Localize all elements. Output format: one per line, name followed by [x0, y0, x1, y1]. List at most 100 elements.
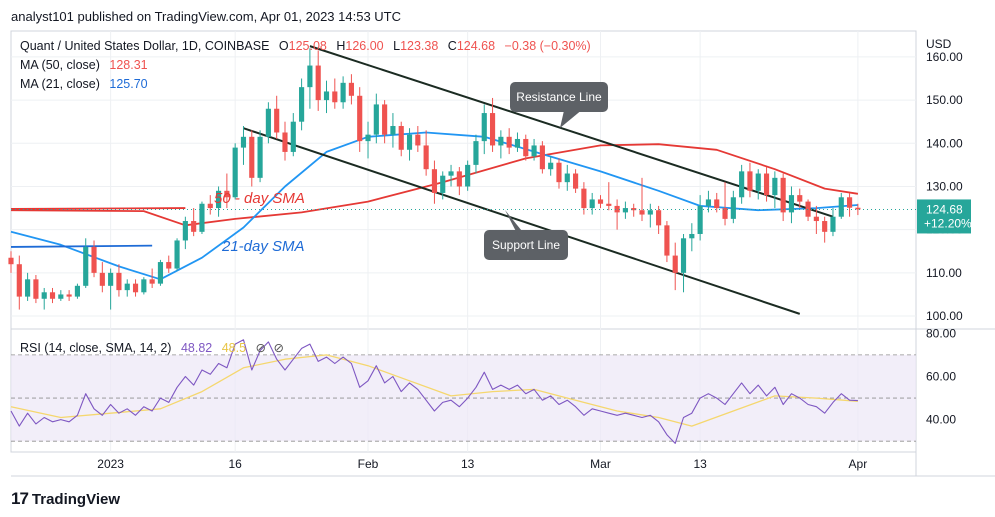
candle-body: [589, 199, 595, 209]
candle-body: [755, 173, 761, 191]
candle-body: [730, 197, 736, 219]
price-tick-label: 140.00: [926, 136, 963, 150]
ma21-legend-value: 125.70: [109, 77, 148, 91]
rsi-tick-label: 60.00: [926, 369, 956, 383]
symbol-name: Quant / United States Dollar, 1D, COINBA…: [20, 39, 270, 53]
candle-body: [199, 203, 205, 232]
rsi-legend-label: RSI (14, close, SMA, 14, 2): [20, 341, 172, 355]
rsi-legend[interactable]: RSI (14, close, SMA, 14, 2) 48.82 48.5 ⊘…: [20, 340, 284, 355]
time-tick-label: 16: [228, 457, 242, 471]
candle-body: [664, 225, 670, 256]
rsi-sma-legend-value: 48.5: [221, 341, 247, 355]
candle-body: [614, 205, 620, 213]
price-tick-label: 160.00: [926, 50, 963, 64]
candle-body: [473, 141, 479, 165]
support-line: [243, 127, 801, 315]
candle-body: [191, 221, 197, 232]
candle-body: [25, 279, 31, 297]
rsi-tick-label: 80.00: [926, 326, 956, 340]
candle-body: [606, 203, 612, 206]
candle-body: [390, 126, 396, 135]
candle-body: [639, 210, 645, 215]
candle-body: [573, 173, 579, 189]
ma21-legend[interactable]: MA (21, close) 125.70: [20, 77, 148, 91]
candle-body: [556, 162, 562, 183]
candle-body: [215, 190, 222, 209]
candle-body: [124, 283, 130, 291]
candle-body: [680, 238, 687, 273]
candle-body: [373, 104, 379, 135]
candle-body: [739, 171, 745, 198]
candle-body: [705, 199, 712, 206]
candle-body: [763, 173, 770, 196]
ma21-extension: [10, 244, 153, 248]
currency-label: USD: [926, 37, 952, 51]
candle-body: [132, 283, 139, 293]
ma50-extension: [10, 207, 186, 210]
visibility-icon[interactable]: ⊘: [255, 341, 267, 355]
ma50-legend[interactable]: MA (50, close) 128.31: [20, 58, 148, 72]
candle-body: [564, 173, 570, 183]
candle-body: [406, 134, 413, 150]
candle-body: [58, 294, 64, 299]
candle-body: [597, 199, 604, 204]
candle-body: [365, 134, 371, 142]
candle-body: [149, 279, 155, 284]
rsi-sma-line: [10, 354, 858, 427]
candle-body: [747, 171, 753, 191]
candle-body: [257, 136, 263, 178]
ohlc-open: O125.08: [278, 39, 327, 53]
candle-body: [431, 169, 438, 193]
symbol-legend[interactable]: Quant / United States Dollar, 1D, COINBA…: [20, 39, 591, 53]
candle-body: [423, 145, 429, 170]
candle-body: [232, 147, 238, 198]
candle-body: [797, 195, 803, 202]
candle-body: [855, 207, 861, 210]
candle-body: [207, 203, 213, 209]
candle-body: [581, 188, 587, 209]
resistance-callout-pointer: [560, 111, 581, 128]
candle-body: [448, 171, 454, 176]
candle-body: [290, 121, 296, 152]
candle-body: [498, 136, 504, 146]
price-tick-label: 150.00: [926, 93, 963, 107]
support-callout-pointer: [505, 210, 545, 259]
candle-body: [531, 145, 537, 157]
candle-body: [332, 91, 338, 103]
rsi-tick-label: 40.00: [926, 413, 956, 427]
sma21-annotation: 21-day SMA: [221, 238, 305, 255]
candle-body: [830, 216, 836, 232]
tradingview-logo-icon: 17: [11, 489, 29, 508]
ma21-line: [10, 131, 858, 281]
candle-body: [847, 197, 853, 208]
candle-body: [772, 177, 778, 196]
price-tick-label: 110.00: [926, 266, 962, 280]
time-tick-label: Mar: [590, 457, 611, 471]
candle-body: [274, 108, 280, 133]
resistance-line: [309, 45, 834, 218]
ohlc-change: −0.38 (−0.30%): [504, 39, 591, 53]
tradingview-footer[interactable]: 17 TradingView: [11, 489, 120, 509]
candle-body: [722, 208, 728, 219]
candle-body: [174, 240, 180, 269]
candle-body: [99, 272, 105, 286]
candle-body: [697, 205, 703, 234]
candle-body: [813, 216, 819, 222]
candle-body: [348, 82, 354, 96]
candle-body: [240, 136, 247, 148]
candle-body: [265, 108, 271, 137]
candle-body: [16, 264, 22, 297]
candle-body: [33, 279, 39, 299]
candle-body: [548, 162, 554, 170]
candle-body: [166, 262, 172, 269]
candle-body: [157, 262, 164, 284]
time-tick-label: 2023: [97, 457, 124, 471]
candle-body: [714, 199, 720, 209]
candle-body: [357, 95, 363, 142]
candle-body: [315, 65, 321, 101]
settings-icon[interactable]: ⊘: [273, 341, 284, 355]
support-callout-label: Support Line: [492, 238, 560, 252]
candle-body: [622, 208, 628, 213]
current-price-value: 124.68: [926, 202, 963, 216]
